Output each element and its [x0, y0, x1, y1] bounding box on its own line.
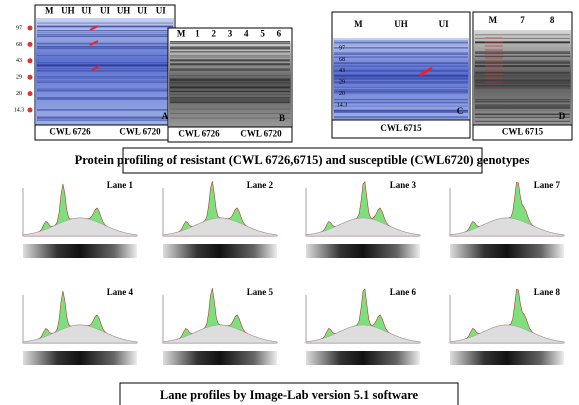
baseline-area	[162, 324, 278, 344]
marker-dot	[27, 91, 33, 97]
lane-strip	[163, 244, 277, 258]
lane-label: 1	[195, 29, 200, 39]
arrow	[89, 25, 99, 31]
panel-letter: C	[457, 106, 464, 116]
lane-label: UI	[439, 19, 449, 29]
marker-label: 43	[339, 68, 345, 74]
arrow	[91, 65, 101, 71]
baseline-area	[305, 217, 421, 237]
marker-label: 14.3	[14, 107, 25, 113]
footer-label: CWL 6715	[380, 123, 422, 133]
profile-title: Lane 1	[107, 180, 134, 190]
lane-strip	[23, 351, 137, 365]
caption-box	[122, 147, 483, 174]
baseline-area	[22, 324, 138, 344]
lane-label: 2	[211, 29, 216, 39]
marker-label: 68	[16, 42, 22, 48]
lane-label: UI	[100, 6, 110, 16]
baseline-area	[449, 217, 565, 237]
lane-label: 7	[520, 15, 525, 25]
footer-label: CWL 6726	[49, 127, 91, 137]
lane-strip	[306, 351, 420, 365]
lane-label: UI	[156, 6, 166, 16]
footer-label: CWL 6726	[178, 129, 220, 139]
lane-label: UH	[117, 6, 131, 16]
lane-label: 8	[550, 15, 555, 25]
gel-image	[169, 41, 291, 127]
panel-letter: D	[559, 111, 566, 121]
lane-label: UH	[61, 6, 75, 16]
marker-dot	[27, 41, 33, 47]
profile-title: Lane 6	[390, 287, 417, 297]
marker-label: 97	[339, 45, 345, 51]
marker-dot	[27, 74, 33, 80]
lane-label: 3	[228, 29, 233, 39]
lane-label: 6	[277, 29, 282, 39]
baseline-area	[305, 324, 421, 344]
lane-label: M	[489, 15, 498, 25]
marker-label: 97	[16, 25, 22, 31]
baseline-area	[449, 324, 565, 344]
marker-label: 20	[16, 91, 22, 97]
footer-label: CWL 6720	[240, 129, 282, 139]
baseline-area	[162, 217, 278, 237]
marker-label: 14.3	[337, 102, 348, 108]
profile-title: Lane 4	[107, 287, 134, 297]
arrow	[419, 66, 433, 77]
panel-letter: A	[162, 111, 169, 121]
baseline-area	[22, 217, 138, 237]
lane-label: UI	[137, 6, 147, 16]
lane-strip	[450, 244, 564, 258]
marker-label: 29	[16, 75, 22, 81]
caption: Protein profiling of resistant (CWL 6726…	[75, 153, 530, 167]
lane-label: M	[177, 29, 186, 39]
lane-strip	[450, 351, 564, 365]
marker-label: 68	[339, 57, 345, 63]
marker-label: 20	[339, 91, 345, 97]
caption: Lane profiles by Image-Lab version 5.1 s…	[160, 388, 419, 402]
marker-label: 43	[16, 58, 22, 64]
profile-title: Lane 3	[390, 180, 417, 190]
marker-label: 29	[339, 80, 345, 86]
lane-strip	[163, 351, 277, 365]
profile-title: Lane 8	[534, 287, 561, 297]
marker-dot	[27, 107, 33, 113]
lane-label: M	[45, 6, 54, 16]
profile-title: Lane 5	[247, 287, 274, 297]
marker-dot	[27, 58, 33, 64]
lane-label: UI	[81, 6, 91, 16]
footer-label: CWL 6715	[502, 127, 544, 137]
lane-label: 4	[244, 29, 249, 39]
footer-label: CWL 6720	[119, 127, 161, 137]
caption-box	[119, 382, 459, 405]
lane-label: 5	[260, 29, 265, 39]
profile-title: Lane 7	[534, 180, 561, 190]
arrow	[89, 40, 99, 46]
marker-dot	[27, 25, 33, 31]
lane-strip	[306, 244, 420, 258]
lane-label: M	[354, 19, 363, 29]
lane-label: UH	[394, 19, 408, 29]
profile-title: Lane 2	[247, 180, 274, 190]
lane-strip	[23, 244, 137, 258]
panel-letter: B	[279, 113, 285, 123]
